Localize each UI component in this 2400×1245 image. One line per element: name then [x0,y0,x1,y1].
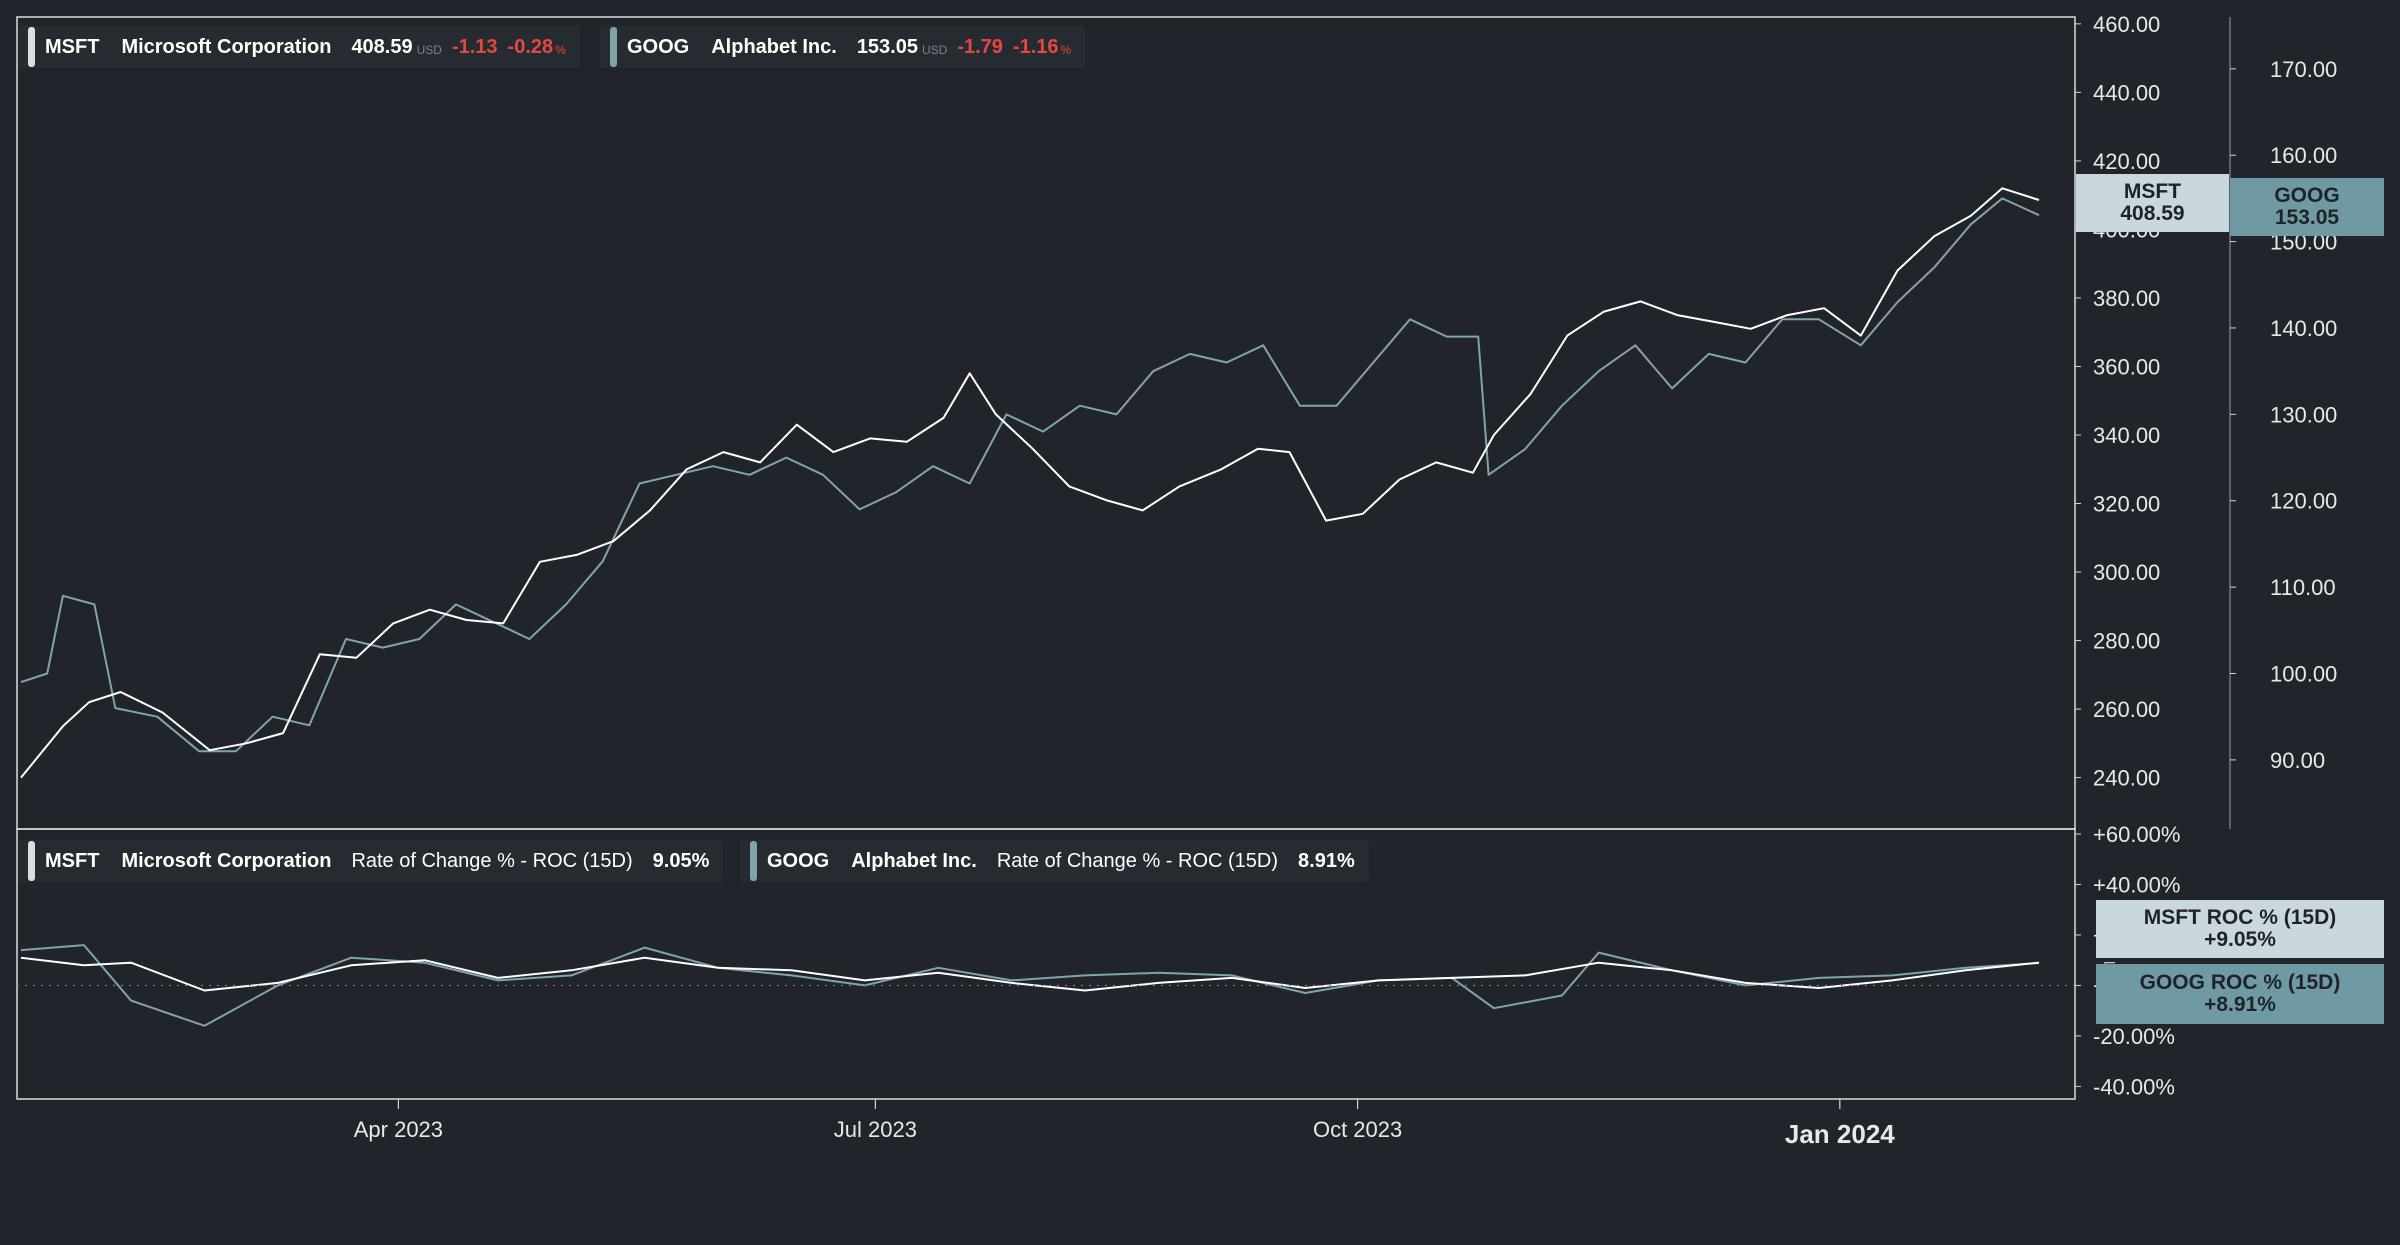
msft-axis-tick-label: 240.00 [2093,766,2160,791]
msft-axis-tick-label: 300.00 [2093,560,2160,585]
msft-price-badge: MSFT 408.59 [2076,174,2229,232]
msft-axis-tick-label: 420.00 [2093,149,2160,174]
x-axis-tick-label: Apr 2023 [354,1117,443,1142]
msft-swatch [28,841,35,881]
price-panel-border [16,16,2076,830]
legend-goog-price[interactable]: GOOG Alphabet Inc. 153.05 USD -1.79 -1.1… [600,26,1086,68]
legend-price: 153.05 [856,35,918,58]
msft-axis-tick-label: 280.00 [2093,629,2160,654]
legend-indicator-name: Rate of Change % - ROC (15D) [351,849,633,872]
legend-indicator-value: 8.91% [1298,849,1355,872]
roc-axis-tick-label: +60.00% [2093,822,2180,847]
goog-axis-tick-label: 110.00 [2270,575,2336,600]
legend-change-pct: -1.16 [1012,35,1059,58]
goog-price-line [20,197,2040,753]
legend-change: -1.13 [451,35,498,58]
legend-price: 408.59 [351,35,413,58]
roc-axis-tick-label: -40.00% [2093,1074,2175,1099]
x-axis-tick-label: Oct 2023 [1313,1117,1402,1142]
legend-symbol: GOOG [627,35,690,58]
goog-axis-tick-label: 170.00 [2270,57,2337,82]
goog-axis-tick-label: 120.00 [2270,489,2337,514]
goog-axis-tick-label: 130.00 [2270,402,2337,427]
goog-price-badge: GOOG 153.05 [2230,178,2384,236]
msft-roc-badge: MSFT ROC % (15D) +9.05% [2096,900,2384,958]
legend-pct-suffix: % [1060,43,1072,57]
legend-company-name: Microsoft Corporation [121,35,332,58]
legend-symbol: GOOG [767,849,830,872]
msft-axis-tick-label: 320.00 [2093,492,2160,517]
legend-company-name: Alphabet Inc. [711,35,837,58]
badge-value: +9.05% [2204,928,2276,951]
msft-axis-tick-label: 460.00 [2093,12,2160,37]
msft-axis-tick-label: 440.00 [2093,80,2160,105]
legend-indicator-value: 9.05% [652,849,710,872]
x-axis-tick-label: Jul 2023 [834,1117,917,1142]
msft-price-line [20,187,2040,779]
msft-axis-tick-label: 340.00 [2093,423,2160,448]
legend-msft-roc[interactable]: MSFT Microsoft Corporation Rate of Chang… [18,840,724,882]
legend-currency: USD [416,43,442,57]
legend-company-name: Microsoft Corporation [121,849,332,872]
x-axis-tick-label: Jan 2024 [1785,1119,1895,1149]
roc-axis-tick-label: -20.00% [2093,1024,2175,1049]
goog-swatch [610,27,617,67]
msft-axis-tick-label: 360.00 [2093,354,2160,379]
goog-swatch [750,841,757,881]
goog-axis-tick-label: 90.00 [2270,748,2325,773]
legend-change: -1.79 [957,35,1003,58]
legend-currency: USD [921,43,948,57]
badge-symbol: MSFT [2123,180,2182,203]
legend-msft-price[interactable]: MSFT Microsoft Corporation 408.59 USD -1… [18,26,580,68]
badge-indicator: GOOG ROC % (15D) [2139,971,2341,994]
badge-symbol: GOOG [2274,184,2340,207]
goog-axis-tick-label: 140.00 [2270,316,2337,341]
badge-indicator: MSFT ROC % (15D) [2143,906,2337,929]
legend-symbol: MSFT [45,35,100,58]
badge-value: 408.59 [2120,202,2185,225]
badge-value: 153.05 [2274,206,2340,229]
indicator-panel-border [16,828,2076,1100]
legend-company-name: Alphabet Inc. [851,849,977,872]
roc-axis-tick-label: +40.00% [2093,873,2180,898]
badge-value: +8.91% [2204,993,2276,1016]
goog-roc-badge: GOOG ROC % (15D) +8.91% [2096,964,2384,1024]
goog-axis-tick-label: 160.00 [2270,143,2337,168]
msft-axis-tick-label: 260.00 [2093,697,2160,722]
legend-symbol: MSFT [45,849,100,872]
legend-change-pct: -0.28 [507,35,554,58]
msft-roc-line [20,956,2040,992]
msft-swatch [28,27,35,67]
legend-pct-suffix: % [555,43,566,57]
msft-axis-tick-label: 380.00 [2093,286,2160,311]
legend-indicator-name: Rate of Change % - ROC (15D) [996,849,1279,872]
legend-goog-roc[interactable]: GOOG Alphabet Inc. Rate of Change % - RO… [740,840,1369,882]
goog-axis-tick-label: 100.00 [2270,662,2337,687]
